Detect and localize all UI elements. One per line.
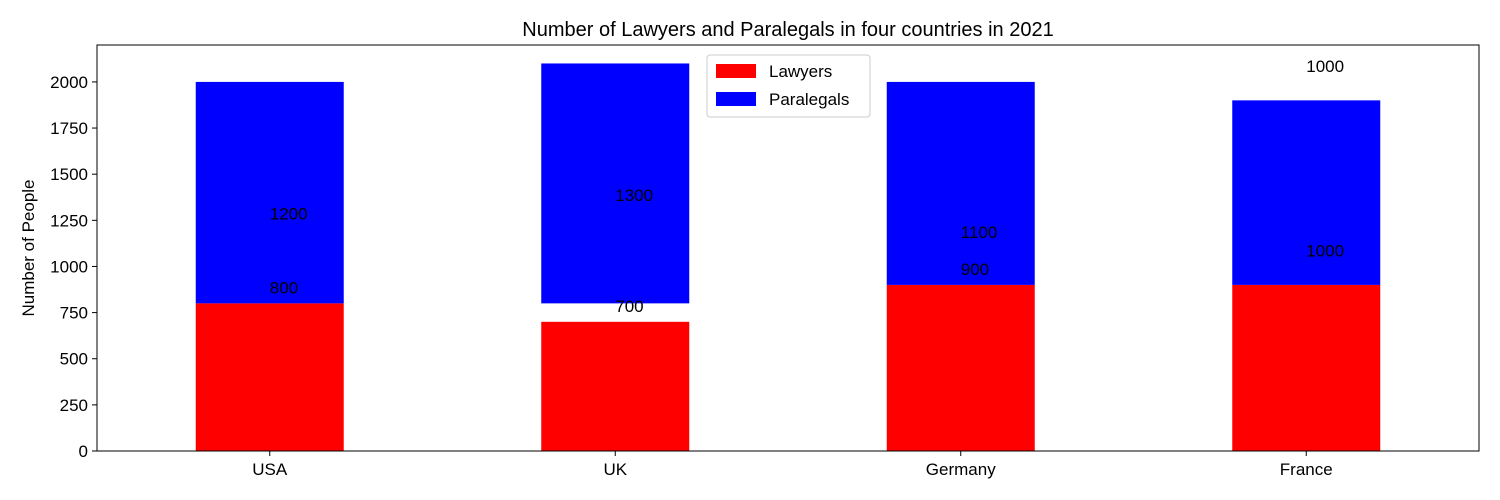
- y-tick-label: 750: [60, 304, 88, 323]
- bar-lawyers-france: [1232, 284, 1381, 451]
- legend-label-paralegals: Paralegals: [769, 90, 849, 109]
- data-label: 700: [615, 297, 643, 316]
- legend: Lawyers Paralegals: [706, 54, 871, 118]
- y-tick-label: 250: [60, 396, 88, 415]
- bar-paralegals-uk: [541, 63, 690, 304]
- x-tick-label: Germany: [926, 460, 996, 479]
- data-label: 1000: [1306, 241, 1344, 260]
- bar-paralegals-germany: [886, 81, 1035, 285]
- data-label: 1100: [961, 223, 998, 242]
- y-tick-label: 1750: [50, 119, 88, 138]
- legend-swatch-paralegals: [716, 92, 756, 106]
- data-label: 900: [961, 260, 989, 279]
- legend-label-lawyers: Lawyers: [769, 62, 832, 81]
- y-tick-label: 500: [60, 350, 88, 369]
- y-tick-label: 2000: [50, 73, 88, 92]
- bar-lawyers-germany: [886, 284, 1035, 451]
- bar-lawyers-uk: [541, 321, 690, 451]
- legend-swatch-lawyers: [716, 64, 756, 78]
- plot-area: 0 250 500 750 1000 1250 1500 1750 2000 USA UK Germa…: [50, 44, 1480, 479]
- bar-paralegals-usa: [195, 81, 344, 304]
- y-tick-label: 0: [79, 442, 88, 461]
- plot-frame: [96, 44, 1480, 452]
- bar-lawyers-usa: [195, 303, 344, 451]
- bar-paralegals-france: [1232, 100, 1381, 285]
- data-label: 1300: [615, 186, 653, 205]
- data-label: 800: [270, 278, 298, 297]
- data-label: 1200: [270, 205, 308, 224]
- data-label: 1000: [1306, 57, 1344, 76]
- x-tick-label: USA: [252, 460, 288, 479]
- x-tick-label: France: [1280, 460, 1333, 479]
- chart-title: Number of Lawyers and Paralegals in four…: [522, 19, 1053, 41]
- y-tick-label: 1500: [50, 165, 88, 184]
- y-tick-label: 1000: [50, 257, 88, 276]
- y-axis-label: Number of People: [19, 179, 38, 316]
- x-tick-label: UK: [603, 460, 627, 479]
- y-tick-label: 1250: [50, 211, 88, 230]
